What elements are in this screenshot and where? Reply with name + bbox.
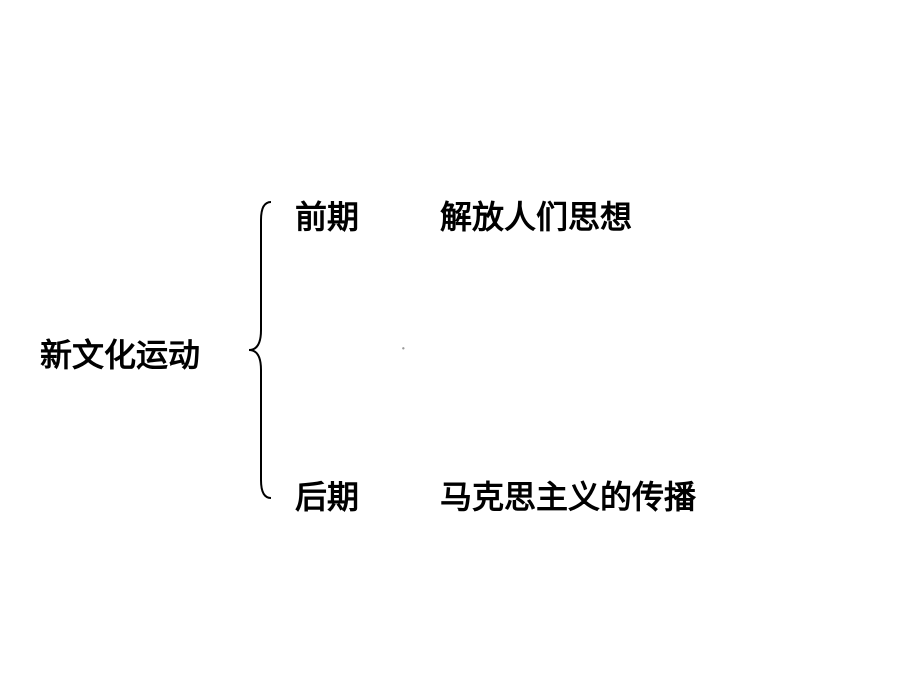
brace-bracket bbox=[245, 200, 275, 500]
diagram-root-label: 新文化运动 bbox=[40, 330, 200, 376]
branch-desc-early: 解放人们思想 bbox=[440, 192, 632, 238]
center-dot-marker: · bbox=[400, 338, 407, 361]
branch-label-early: 前期 bbox=[295, 192, 359, 238]
branch-desc-late: 马克思主义的传播 bbox=[440, 472, 696, 518]
branch-label-late: 后期 bbox=[295, 472, 359, 518]
